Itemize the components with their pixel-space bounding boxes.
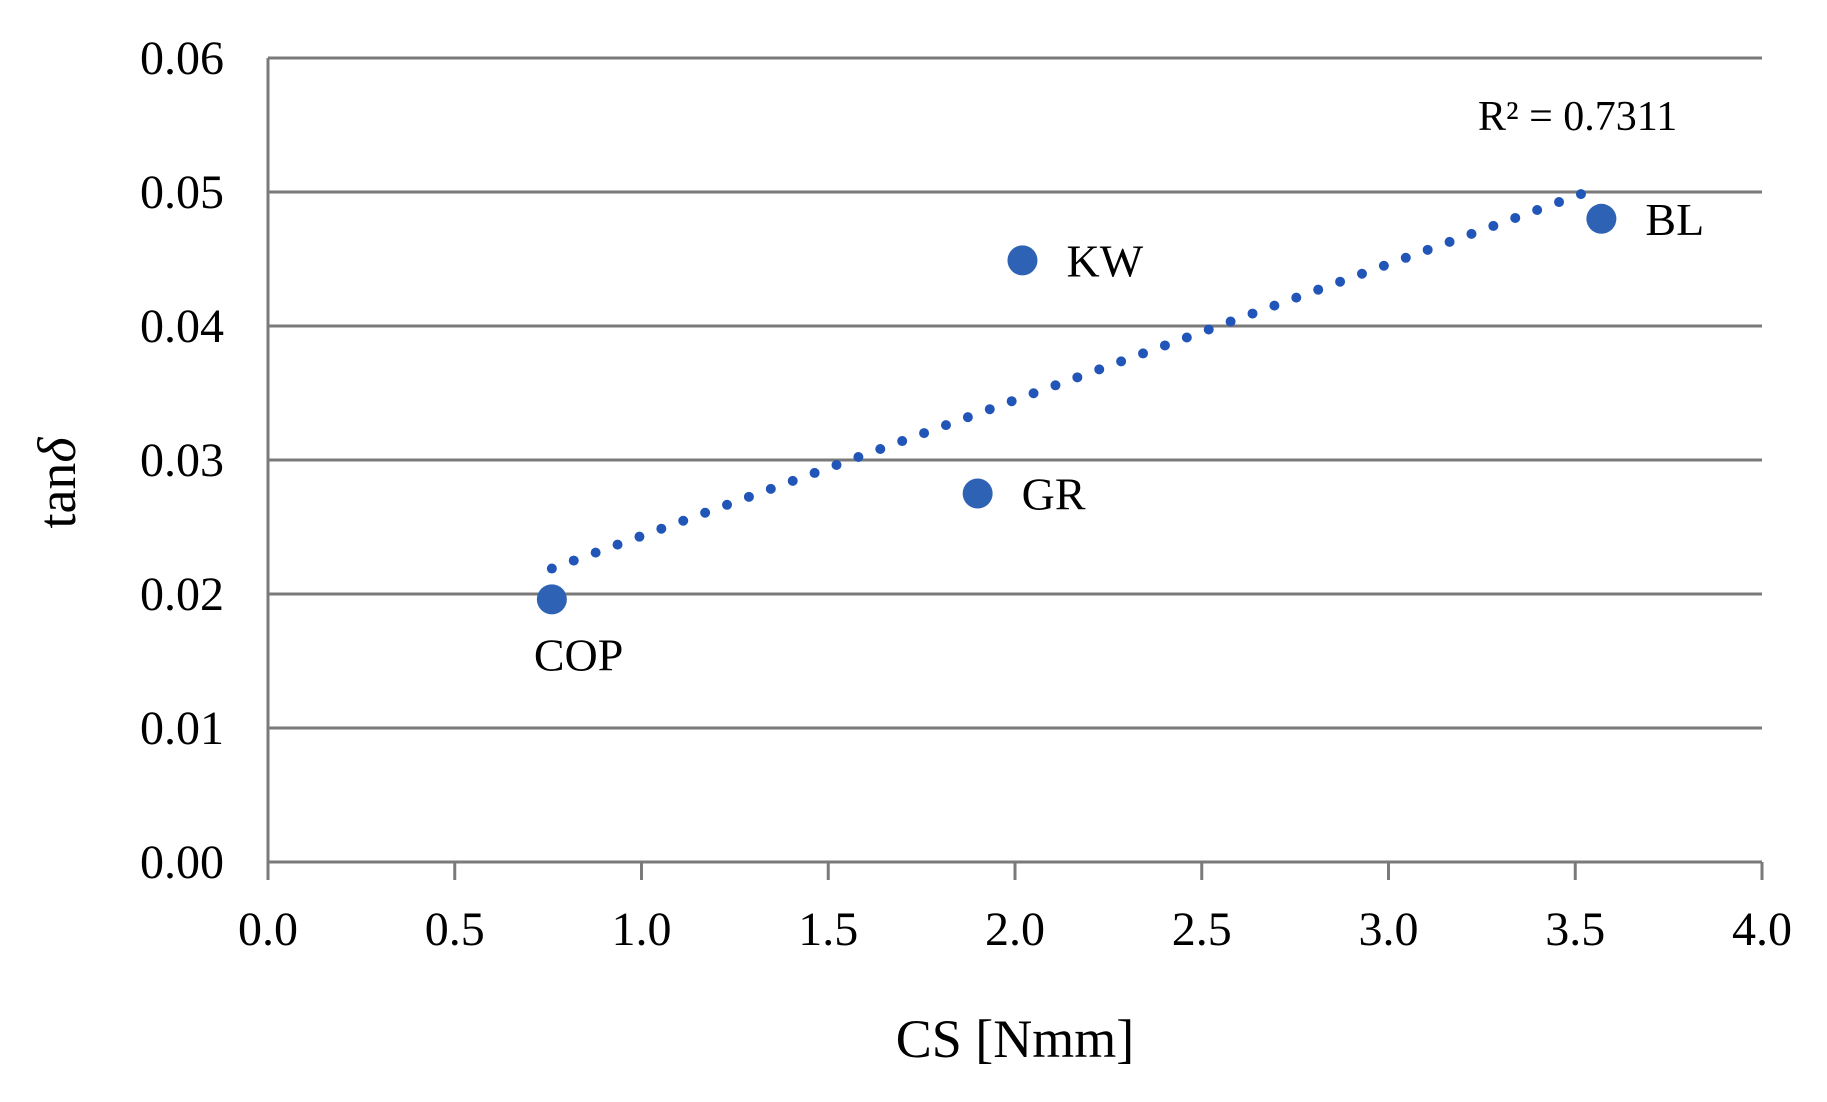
point-label-COP: COP: [534, 629, 623, 680]
x-tick-label: 3.5: [1545, 903, 1605, 956]
y-tick-label: 0.01: [140, 702, 224, 755]
data-point-KW: [1007, 245, 1038, 276]
r-squared-label: R² = 0.7311: [1478, 94, 1677, 140]
y-tick-label: 0.02: [140, 568, 224, 621]
point-label-KW: KW: [1066, 235, 1143, 286]
x-tick-label: 4.0: [1732, 903, 1792, 956]
data-point-COP: [536, 584, 567, 615]
point-label-BL: BL: [1645, 194, 1704, 245]
y-tick-label: 0.00: [140, 836, 224, 889]
y-axis-title-prefix: tan: [27, 462, 87, 529]
x-tick-label: 0.5: [425, 903, 485, 956]
trendline-dotted: [546, 182, 1603, 574]
x-tick-label: 3.0: [1359, 903, 1419, 956]
x-tick-label: 1.0: [612, 903, 672, 956]
point-label-GR: GR: [1022, 469, 1086, 520]
x-tick-label: 2.5: [1172, 903, 1232, 956]
y-tick-label: 0.06: [140, 32, 224, 85]
data-point-BL: [1586, 203, 1617, 234]
y-tick-label: 0.04: [140, 300, 224, 353]
x-tick-label: 1.5: [798, 903, 858, 956]
y-axis-title: tanδ: [26, 437, 88, 528]
y-tick-label: 0.05: [140, 166, 224, 219]
x-axis-title: CS [Nmm]: [895, 1009, 1135, 1069]
x-tick-label: 2.0: [985, 903, 1045, 956]
y-tick-label: 0.03: [140, 434, 224, 487]
y-axis-title-delta-symbol: δ: [27, 437, 87, 463]
data-point-GR: [962, 478, 993, 509]
x-tick-label: 0.0: [238, 903, 298, 956]
